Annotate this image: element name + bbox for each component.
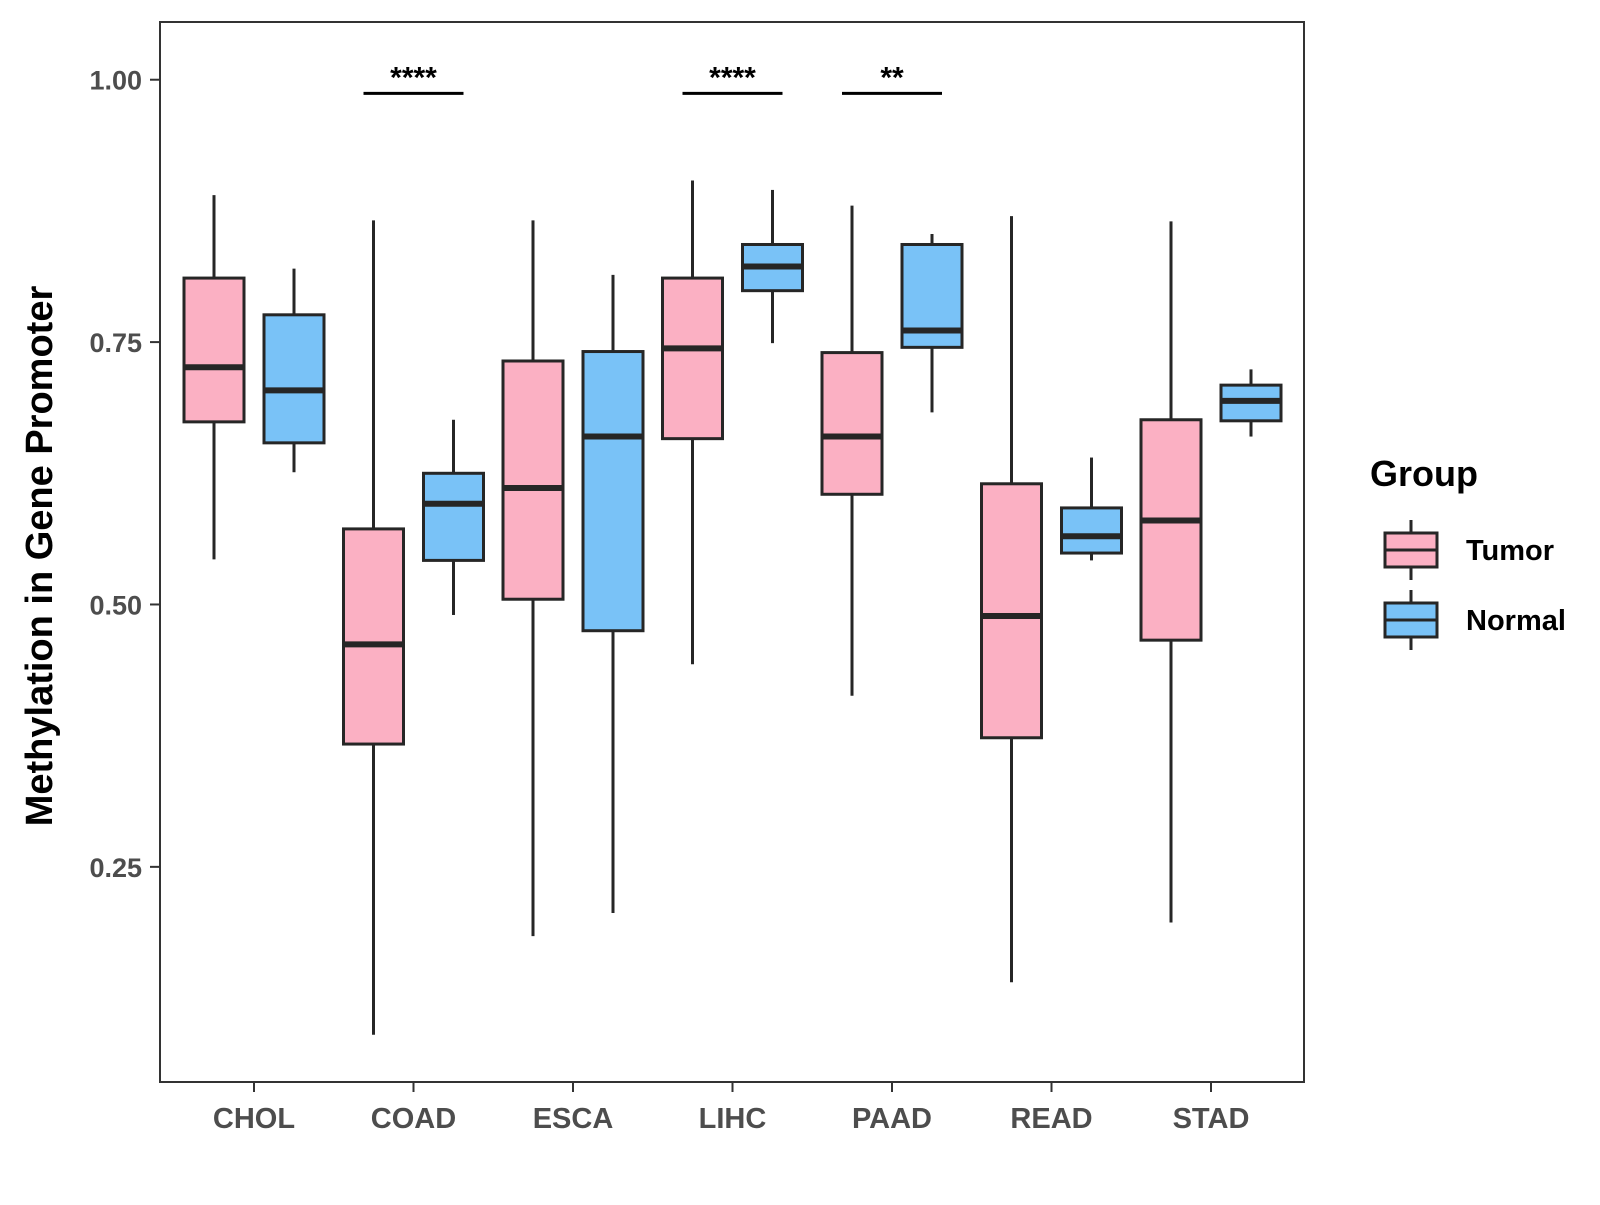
y-axis-label: Methylation in Gene Promoter xyxy=(19,286,61,827)
legend-key-normal xyxy=(1383,590,1439,650)
box-normal-coad xyxy=(422,419,485,615)
y-tick-label: 0.50 xyxy=(89,590,142,620)
x-tick-label-read: READ xyxy=(1010,1103,1092,1135)
box-normal-stad xyxy=(1219,369,1283,437)
boxes-layer xyxy=(182,180,1283,1035)
annotations-layer: **** **** ** xyxy=(363,61,942,95)
y-tick-label: 1.00 xyxy=(89,66,142,96)
box-body xyxy=(182,276,246,424)
box-tumor-coad xyxy=(342,220,405,1035)
x-tick-label-lihc: LIHC xyxy=(699,1103,767,1135)
x-tick-label-stad: STAD xyxy=(1173,1103,1250,1135)
x-tick-label-paad: PAAD xyxy=(852,1103,932,1135)
box-tumor-paad xyxy=(820,205,884,696)
significance-label: ** xyxy=(880,61,904,94)
legend-label-normal: Normal xyxy=(1466,605,1566,637)
box-body xyxy=(661,276,724,441)
box-body xyxy=(1060,506,1123,555)
box-normal-esca xyxy=(581,274,645,914)
box-body xyxy=(342,527,405,746)
box-tumor-chol xyxy=(182,195,246,560)
y-tick-label: 0.25 xyxy=(89,853,142,883)
box-tumor-read xyxy=(980,216,1043,983)
legend-title: Group xyxy=(1370,453,1478,494)
legend: Group Tumor Normal xyxy=(1370,453,1566,650)
legend-key-tumor xyxy=(1383,520,1439,580)
box-body xyxy=(820,351,884,496)
box-body xyxy=(422,471,485,562)
box-body xyxy=(501,359,565,601)
box-normal-chol xyxy=(262,268,326,473)
y-tick-label: 0.75 xyxy=(89,328,142,358)
box-body xyxy=(262,313,326,445)
box-normal-lihc xyxy=(741,189,804,344)
box-tumor-esca xyxy=(501,220,565,937)
box-tumor-lihc xyxy=(661,180,724,665)
x-tick-label-esca: ESCA xyxy=(533,1103,614,1135)
box-tumor-stad xyxy=(1139,221,1203,923)
legend-label-tumor: Tumor xyxy=(1466,535,1554,567)
x-tick-label-chol: CHOL xyxy=(213,1103,295,1135)
box-body xyxy=(980,482,1043,740)
x-tick-label-coad: COAD xyxy=(371,1103,456,1135)
significance-label: **** xyxy=(709,61,756,94)
box-normal-read xyxy=(1060,457,1123,561)
box-body xyxy=(581,350,645,633)
plot-panel-border xyxy=(159,21,1305,1083)
axes-layer: 0.25 0.50 0.75 1.00 CHOL COAD ESCA LIHC PAAD READ… xyxy=(89,21,1305,1135)
box-body xyxy=(1139,418,1203,642)
box-normal-paad xyxy=(900,234,964,413)
significance-label: **** xyxy=(390,61,437,94)
